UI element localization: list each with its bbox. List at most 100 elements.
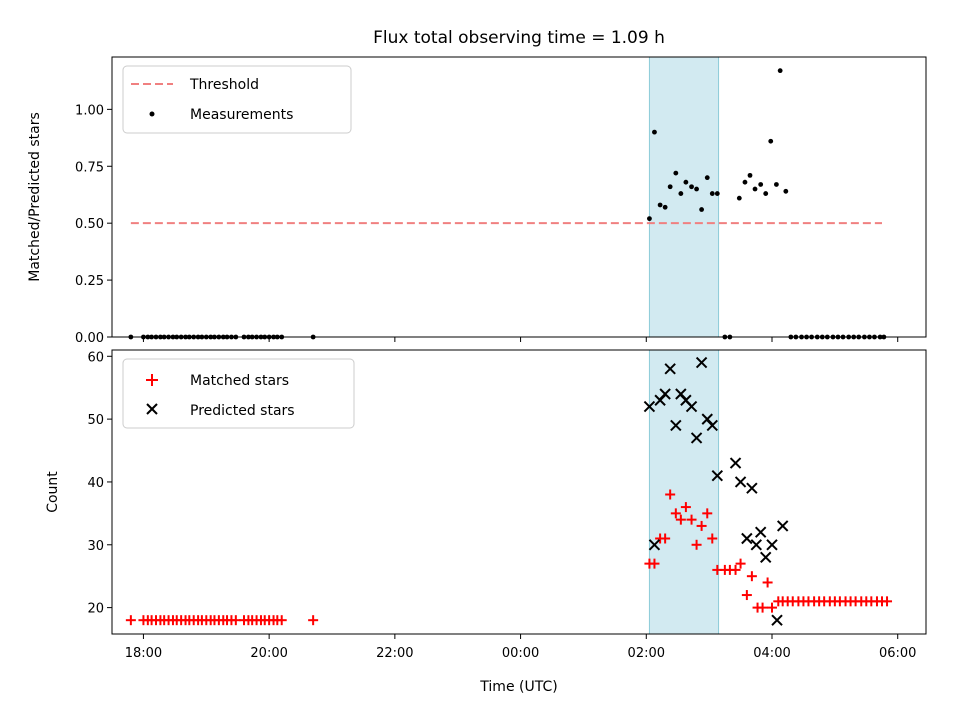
matched-star-point <box>675 514 686 525</box>
matched-star-point <box>762 577 773 588</box>
bottom-panel: 20 30 40 50 60 18:00 20:00 22:00 00:00 02:00 04:0… <box>45 349 927 695</box>
top-y-axis-label: Matched/Predicted stars <box>27 112 43 282</box>
matched-star-point <box>757 602 768 613</box>
x-axis-label: Time (UTC) <box>479 679 557 695</box>
measurements-legend-label: Measurements <box>190 107 293 123</box>
top-panel-frame <box>111 56 927 338</box>
predicted-star-point <box>706 419 718 432</box>
predicted-star-point <box>754 526 767 538</box>
measurement-point <box>694 186 699 192</box>
predicted-star-point <box>741 532 753 545</box>
predicted-star-point <box>766 539 778 551</box>
matched-legend-label: Matched stars <box>190 373 289 389</box>
bottom-ytick-label: 50 <box>87 413 104 428</box>
xtick-label: 06:00 <box>879 646 916 661</box>
xtick-label: 04:00 <box>753 646 790 661</box>
matched-star-point <box>882 596 893 607</box>
matched-star-point <box>276 615 287 626</box>
top-panel: 0.00 0.25 0.50 0.75 1.00 Matched/Predicted s… <box>27 56 927 346</box>
predicted-star-point <box>760 551 772 564</box>
top-ytick-label: 0.00 <box>75 331 104 346</box>
measurement-point <box>752 186 758 192</box>
predicted-star-point <box>670 419 682 432</box>
measurement-point <box>667 184 673 190</box>
matched-star-point <box>308 615 319 626</box>
predicted-legend-swatch <box>146 403 158 415</box>
xtick-label: 20:00 <box>250 646 287 661</box>
measurement-point <box>709 191 715 196</box>
predicted-star-point <box>750 539 762 551</box>
predicted-star-point <box>664 363 676 375</box>
matched-star-point <box>680 502 691 513</box>
matched-star-point <box>649 558 660 569</box>
predicted-star-point <box>690 432 703 444</box>
bottom-ytick-label: 30 <box>87 539 104 554</box>
measurement-point <box>763 191 769 196</box>
matched-star-point <box>665 489 676 500</box>
xtick-label: 02:00 <box>628 646 665 661</box>
measurement-point <box>678 191 684 196</box>
predicted-star-point <box>746 482 758 494</box>
matched-star-point <box>691 539 702 550</box>
top-legend: Threshold Measurements <box>122 65 352 134</box>
top-ytick-label: 0.50 <box>75 217 104 232</box>
measurement-point <box>736 195 742 201</box>
xtick-label: 22:00 <box>376 646 413 661</box>
matched-star-point <box>735 558 746 569</box>
measurement-point <box>673 170 679 176</box>
matched-star-point <box>746 571 757 582</box>
top-ytick-label: 0.75 <box>75 160 104 175</box>
measurement-point <box>699 207 704 212</box>
top-ytick-label: 0.25 <box>75 274 104 289</box>
matched-star-point <box>767 602 777 613</box>
bottom-ytick-label: 40 <box>87 476 104 491</box>
measurements-legend-swatch <box>149 111 155 117</box>
measurement-point <box>662 204 668 210</box>
predicted-star-point <box>776 520 789 532</box>
predicted-star-point <box>685 400 698 413</box>
bottom-ytick-label: 60 <box>87 350 104 365</box>
measurement-point <box>742 179 748 185</box>
measurement-point <box>768 138 774 144</box>
predicted-star-point <box>711 469 724 482</box>
matched-star-point <box>670 508 681 519</box>
predicted-star-point <box>648 539 661 551</box>
matched-star-point <box>660 533 671 544</box>
threshold-legend-label: Threshold <box>189 77 259 93</box>
measurement-point <box>704 175 710 181</box>
measurement-point <box>714 191 720 196</box>
matched-star-point <box>707 533 718 544</box>
predicted-legend-label: Predicted stars <box>190 403 295 419</box>
measurement-point <box>747 172 753 178</box>
matched-star-point <box>125 615 136 626</box>
xtick-label: 00:00 <box>502 646 539 661</box>
measurement-point <box>689 184 694 190</box>
predicted-star-point <box>729 457 742 469</box>
matched-star-point <box>741 590 752 601</box>
observing-window-span <box>648 349 720 635</box>
predicted-star-point <box>643 400 656 413</box>
bottom-ytick-label: 20 <box>87 602 104 617</box>
measurement-point <box>758 182 764 187</box>
matched-legend-swatch <box>146 374 158 386</box>
matched-star-point <box>702 508 713 519</box>
matched-star-point <box>696 520 707 531</box>
measurement-point <box>774 182 779 187</box>
measurement-point <box>647 216 652 222</box>
predicted-star-point <box>771 614 783 626</box>
measurement-point <box>652 129 657 135</box>
measurement-point <box>683 179 689 185</box>
bottom-legend: Matched stars Predicted stars <box>122 358 355 429</box>
measurement-point <box>783 188 789 194</box>
bottom-y-axis-label: Count <box>45 471 61 513</box>
predicted-star-point <box>659 388 671 400</box>
top-ytick-label: 1.00 <box>75 103 104 118</box>
predicted-star-point <box>695 356 708 369</box>
xtick-label: 18:00 <box>125 646 162 661</box>
measurement-point <box>777 68 783 74</box>
matched-star-point <box>686 514 697 525</box>
bottom-panel-frame <box>111 349 927 635</box>
measurement-point <box>657 202 663 208</box>
matched-star-point <box>730 564 741 575</box>
